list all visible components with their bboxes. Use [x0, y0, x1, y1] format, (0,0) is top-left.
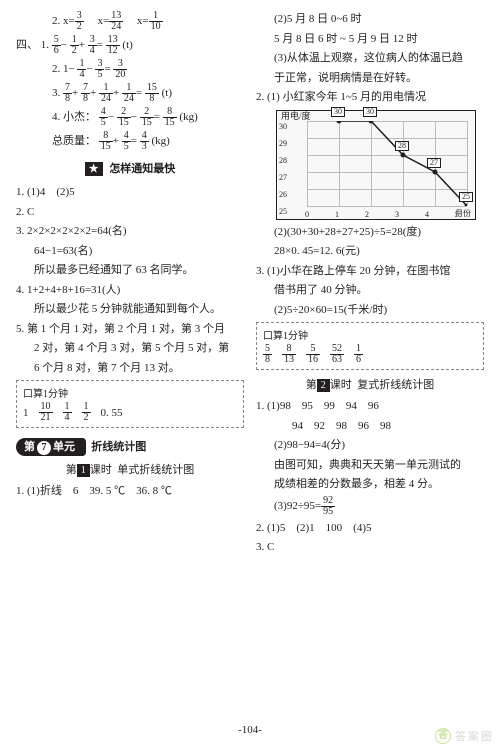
b4: (3)92÷95=9295	[256, 496, 484, 517]
watermark: 答 答案圈	[435, 728, 494, 744]
chart-svg	[307, 121, 467, 206]
f4: 4. 小杰： 45− 215− 215= 815 (kg)	[16, 107, 244, 128]
electricity-chart: 用电/度 302928272625 012345 3030282725 月份	[276, 110, 476, 220]
s4b: 所以最少花 5 分钟就能通知到每个人。	[16, 301, 244, 318]
left-column: 2. x=32 x=1324 x=110 四、 1. 56− 12+ 34= 1…	[10, 8, 250, 720]
r1: (2)5 月 8 日 0~6 时	[256, 11, 484, 28]
calc2-row: 58 813 516 5263 16	[263, 344, 477, 365]
r7b: 借书用了 40 分钟。	[256, 282, 484, 299]
r7: 3. (1)小华在路上停车 20 分钟，在图书馆	[256, 263, 484, 280]
eq-2: 2. x=32 x=1324 x=110	[16, 11, 244, 32]
calc1-row: 1 1021 14 12 0. 55	[23, 402, 237, 423]
watermark-text: 答案圈	[455, 728, 494, 744]
l1: 1. (1)折线 6 39. 5 ℃ 36. 8 ℃	[16, 483, 244, 500]
r5: (2)(30+30+28+27+25)÷5=28(度)	[256, 224, 484, 241]
r8: (2)5÷20×60=15(千米/时)	[256, 302, 484, 319]
s5a: 5. 第 1 个月 1 对，第 2 个月 1 对，第 3 个月	[16, 321, 244, 338]
page-number: -104-	[0, 724, 500, 736]
s3c: 所以最多已经通知了 63 名同学。	[16, 262, 244, 279]
s5c: 6 个月 8 对，第 7 个月 13 对。	[16, 360, 244, 377]
b2: (2)98−94=4(分)	[256, 437, 484, 454]
lesson-1-header: 第1课时 单式折线统计图	[16, 461, 244, 477]
b1b: 94 92 98 96 98	[256, 418, 484, 435]
r4: 2. (1) 小红家今年 1~5 月的用电情况	[256, 89, 484, 106]
s3b: 64−1=63(名)	[16, 243, 244, 260]
unit-7-header: 第7单元 折线统计图	[16, 438, 244, 455]
b1: 1. (1)98 95 99 94 96	[256, 398, 484, 415]
b3b: 成绩相差的分数最多，相差 4 分。	[256, 476, 484, 493]
f2: 2. 1− 14− 35= 320	[16, 59, 244, 80]
s3a: 3. 2×2×2×2×2×2=64(名)	[16, 223, 244, 240]
lesson-2-header: 第2课时 复式折线统计图	[256, 376, 484, 392]
s2: 2. C	[16, 204, 244, 221]
b3: 由图可知，典典和天天第一单元测试的	[256, 457, 484, 474]
c1: 2. (1)5 (2)1 100 (4)5	[256, 520, 484, 537]
s1: 1. (1)4 (2)5	[16, 184, 244, 201]
right-column: (2)5 月 8 日 0~6 时 5 月 8 日 6 时 ~ 5 月 9 日 1…	[250, 8, 490, 720]
watermark-logo-icon: 答	[435, 728, 451, 744]
c2: 3. C	[256, 539, 484, 556]
calc2-title: 口算1分钟	[263, 327, 477, 342]
f3: 3. 78+ 78+ 124+ 124= 158 (t)	[16, 83, 244, 104]
total: 总质量： 815+ 45= 43 (kg)	[16, 131, 244, 152]
calc1-title: 口算1分钟	[23, 385, 237, 400]
section-four: 四、 1. 56− 12+ 34= 1312 (t)	[16, 35, 244, 56]
s4a: 4. 1+2+4+8+16=31(人)	[16, 282, 244, 299]
r3: (3)从体温上观察，这位病人的体温已趋	[256, 50, 484, 67]
r2: 5 月 8 日 6 时 ~ 5 月 9 日 12 时	[256, 31, 484, 48]
star-icon: ★	[85, 162, 103, 176]
s5b: 2 对，第 4 个月 3 对，第 5 个月 5 对，第	[16, 340, 244, 357]
r6: 28×0. 45=12. 6(元)	[256, 243, 484, 260]
star-header: ★ 怎样通知最快	[16, 160, 244, 176]
calc-box-1: 口算1分钟 1 1021 14 12 0. 55	[16, 380, 244, 428]
r3b: 于正常，说明病情是在好转。	[256, 70, 484, 87]
calc-box-2: 口算1分钟 58 813 516 5263 16	[256, 322, 484, 370]
chart-xlabel: 月份	[455, 208, 471, 219]
